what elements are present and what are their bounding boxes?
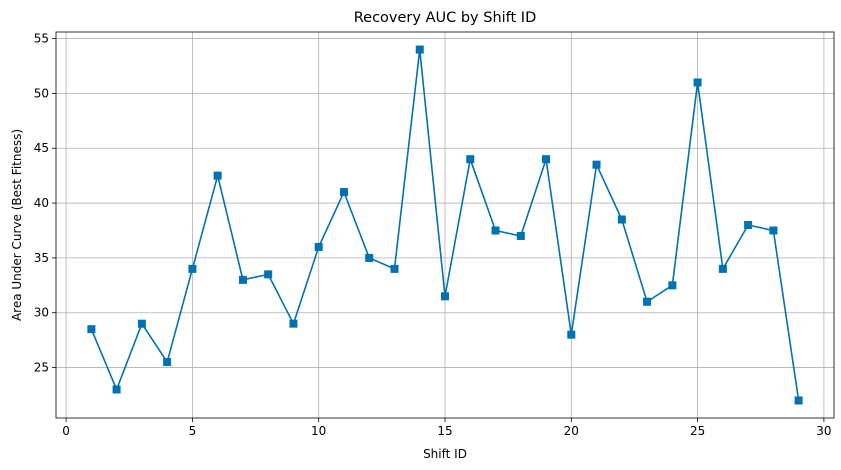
data-point-marker [415,45,424,54]
data-point-marker [238,275,247,284]
x-tick-label: 0 [62,424,70,438]
data-point-marker [289,319,298,328]
y-tick-label: 50 [34,86,49,100]
data-point-marker [567,330,576,339]
x-tick-label: 30 [816,424,831,438]
axes: 0 5 10 15 20 25 30 25 30 35 40 45 50 55 [34,32,835,438]
data-point-marker [794,396,803,405]
x-tick-label: 10 [311,424,326,438]
x-axis-label: Shift ID [423,447,467,461]
data-point-marker [668,281,677,290]
x-tick-label: 25 [690,424,705,438]
data-point-marker [137,319,146,328]
data-point-marker [87,325,96,334]
data-point-marker [365,253,374,262]
data-point-marker [643,297,652,306]
data-point-marker [213,171,222,180]
y-tick-label: 55 [34,32,49,46]
x-tick-label: 20 [564,424,579,438]
data-point-marker [188,264,197,273]
y-tick-label: 40 [34,196,49,210]
data-point-marker [441,292,449,301]
data-point-marker [744,221,753,229]
x-tick-label: 15 [437,424,452,438]
text-layer: Recovery AUC by Shift ID Shift ID Area U… [10,10,536,461]
data-point-marker [466,155,475,164]
data-point-marker [542,155,551,164]
data-point-marker [592,160,601,169]
data-point-marker [163,358,172,367]
data-point-marker [516,231,525,240]
data-point-marker [264,270,273,279]
y-tick-label: 35 [34,251,49,265]
y-tick-label: 25 [34,361,49,375]
data-point-marker [718,264,727,273]
grid [56,32,834,418]
data-point-marker [491,226,500,235]
data-point-marker [617,215,626,224]
data-point-marker [693,78,702,87]
y-tick-label: 45 [34,141,49,155]
series-layer [87,45,803,405]
data-point-marker [314,242,323,251]
data-point-marker [112,385,121,394]
data-point-marker [769,226,778,235]
chart-title: Recovery AUC by Shift ID [354,10,537,26]
data-point-marker [390,264,399,273]
y-axis-label: Area Under Curve (Best Fitness) [10,129,24,321]
x-tick-label: 5 [189,424,197,438]
y-tick-label: 30 [34,306,49,320]
data-point-marker [339,188,348,197]
